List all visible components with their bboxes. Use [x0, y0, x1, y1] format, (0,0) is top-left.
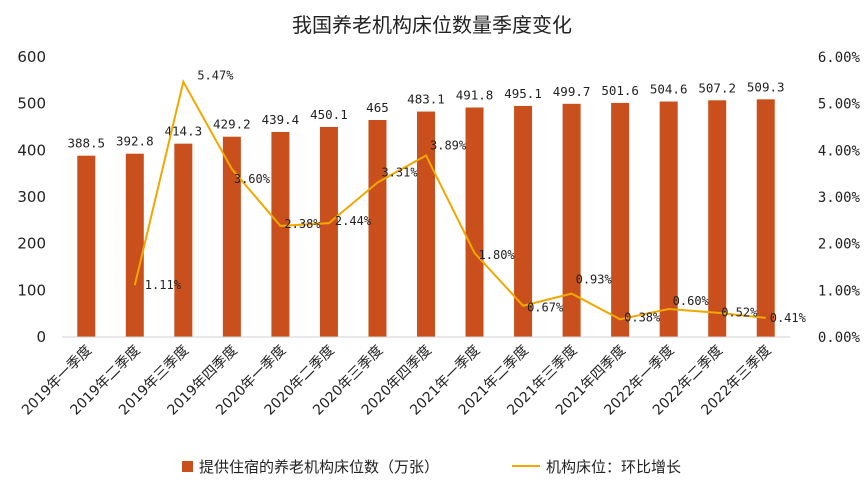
y-axis-right: 0.00% 1.00% 2.00% 3.00% 4.00% 5.00% 6.00% [818, 50, 861, 346]
line-value-label: 1.11% [145, 278, 182, 292]
y-right-tick-label: 1.00% [818, 283, 861, 299]
line-value-label: 0.67% [527, 301, 564, 315]
y-left-tick-label: 500 [17, 95, 46, 113]
legend-line-label: 机构床位：环比增长 [546, 458, 681, 476]
bar-value-label: 504.6 [650, 82, 688, 97]
bar-value-labels: 388.5 392.8 414.3 429.2 439.4 450.1 465 483.1 49… [67, 79, 784, 150]
bar [708, 100, 727, 337]
legend: 提供住宿的养老机构床位数（万张） 机构床位：环比增长 [182, 458, 681, 476]
line-value-label: 1.80% [479, 248, 516, 262]
bar-value-label: 429.2 [213, 117, 251, 132]
bar [417, 111, 435, 337]
bar-value-label: 414.3 [165, 124, 203, 139]
growth-line [133, 78, 766, 321]
y-right-tick-label: 3.00% [818, 190, 861, 206]
line-value-label: 3.31% [381, 166, 418, 180]
bar [174, 143, 193, 337]
y-left-tick-label: 600 [17, 48, 46, 66]
x-axis: 2019年一季度2019年二季度2019年三季度2019年四季度2020年一季度… [19, 336, 790, 419]
line-value-label: 0.93% [576, 273, 613, 287]
line-value-label: 0.52% [721, 306, 758, 320]
bar-value-label: 439.4 [262, 112, 300, 127]
line-series [133, 78, 766, 321]
legend-bar-label: 提供住宿的养老机构床位数（万张） [199, 458, 439, 476]
bar [271, 131, 290, 337]
line-value-label: 2.44% [335, 214, 372, 228]
bar-value-label: 450.1 [310, 107, 348, 122]
line-value-label: 5.47% [197, 69, 234, 83]
bar [125, 153, 144, 337]
bar [562, 103, 581, 337]
y-right-tick-label: 5.00% [818, 97, 861, 113]
bar-value-label: 499.7 [553, 84, 591, 99]
legend-bar-swatch [182, 461, 193, 472]
bar [319, 126, 338, 337]
bar [368, 120, 387, 337]
bar [659, 101, 678, 338]
bar-series [77, 99, 775, 338]
y-axis-left: 0 100 200 300 400 500 600 [17, 48, 46, 346]
bar-value-label: 509.3 [747, 79, 785, 94]
y-right-tick-label: 6.00% [818, 50, 861, 66]
bar-value-label: 507.2 [698, 80, 736, 95]
line-value-label: 2.38% [284, 217, 321, 231]
bar [77, 155, 96, 337]
line-value-label: 0.60% [673, 294, 710, 308]
y-left-tick-label: 300 [17, 188, 46, 206]
bar-value-label: 495.1 [504, 86, 542, 101]
bar [514, 105, 533, 337]
y-left-tick-label: 100 [17, 281, 46, 299]
y-right-tick-label: 2.00% [818, 237, 861, 253]
y-right-tick-label: 4.00% [818, 143, 861, 159]
bar-value-label: 491.8 [456, 87, 494, 102]
bar [222, 136, 241, 337]
line-value-label: 3.89% [430, 138, 467, 152]
bar-value-label: 483.1 [407, 92, 445, 107]
y-left-tick-label: 400 [17, 141, 46, 159]
line-value-labels: 1.11% 5.47% 3.60% 2.38% 2.44% 3.31% 3.89% 1.80%… [145, 69, 807, 325]
bar-value-label: 501.6 [601, 83, 639, 98]
chart-title: 我国养老机构床位数量季度变化 [292, 13, 572, 37]
bar [611, 102, 630, 337]
bar-value-label: 465 [366, 100, 389, 115]
y-left-tick-label: 0 [36, 328, 46, 346]
line-value-label: 3.60% [234, 172, 271, 186]
bar-value-label: 388.5 [67, 136, 105, 151]
y-left-tick-label: 200 [17, 235, 46, 253]
bar-value-label: 392.8 [116, 134, 154, 149]
bar [756, 99, 775, 338]
line-value-label: 0.41% [770, 311, 807, 325]
y-right-tick-label: 0.00% [818, 330, 861, 346]
bar [465, 107, 484, 337]
line-value-label: 0.38% [624, 310, 661, 324]
